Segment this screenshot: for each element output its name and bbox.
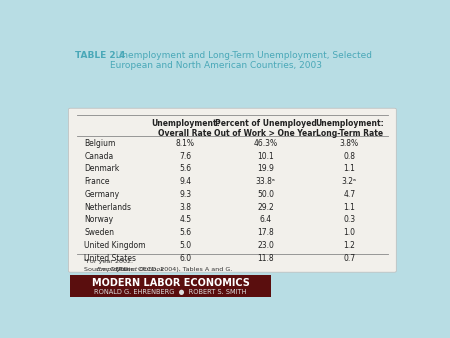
Text: 17.8: 17.8: [257, 228, 274, 237]
Text: Source: OECD,: Source: OECD,: [84, 267, 133, 272]
Text: Norway: Norway: [84, 215, 113, 224]
Text: Unemployment:
Overall Rate: Unemployment: Overall Rate: [151, 119, 220, 138]
Text: 5.6: 5.6: [179, 165, 191, 173]
Text: Percent of Unemployed
Out of Work > One Year: Percent of Unemployed Out of Work > One …: [214, 119, 317, 138]
Text: ᵃFor year 2002.: ᵃFor year 2002.: [84, 259, 133, 264]
Text: 1.2: 1.2: [343, 241, 355, 250]
Text: 29.2: 29.2: [257, 203, 274, 212]
FancyBboxPatch shape: [70, 275, 271, 297]
Text: 11.8: 11.8: [257, 254, 274, 263]
Text: 19.9: 19.9: [257, 165, 274, 173]
Text: 50.0: 50.0: [257, 190, 274, 199]
Text: (Paris: OECD, 2004), Tables A and G.: (Paris: OECD, 2004), Tables A and G.: [114, 267, 232, 272]
Text: 9.4: 9.4: [179, 177, 191, 186]
Text: Germany: Germany: [84, 190, 119, 199]
Text: 5.6: 5.6: [179, 228, 191, 237]
Text: 33.8ᵃ: 33.8ᵃ: [256, 177, 275, 186]
Text: 0.8: 0.8: [343, 152, 355, 161]
FancyBboxPatch shape: [68, 108, 396, 272]
Text: 3.8%: 3.8%: [340, 139, 359, 148]
Text: United Kingdom: United Kingdom: [84, 241, 146, 250]
Text: 10.1: 10.1: [257, 152, 274, 161]
Text: MODERN LABOR ECONOMICS: MODERN LABOR ECONOMICS: [91, 279, 249, 288]
Text: 0.7: 0.7: [343, 254, 355, 263]
Text: 23.0: 23.0: [257, 241, 274, 250]
Text: RONALD G. EHRENBERG  ●  ROBERT S. SMITH: RONALD G. EHRENBERG ● ROBERT S. SMITH: [94, 289, 247, 295]
Text: 3.2ᵃ: 3.2ᵃ: [342, 177, 357, 186]
Text: Unemployment:
Long-Term Rate: Unemployment: Long-Term Rate: [315, 119, 383, 138]
Text: France: France: [84, 177, 110, 186]
Text: TABLE 2.4: TABLE 2.4: [76, 51, 126, 60]
Text: Belgium: Belgium: [84, 139, 116, 148]
Text: 1.1: 1.1: [343, 203, 355, 212]
Text: Employment Outlook: Employment Outlook: [97, 267, 164, 272]
Text: 4.7: 4.7: [343, 190, 355, 199]
Text: 0.3: 0.3: [343, 215, 355, 224]
Text: Canada: Canada: [84, 152, 113, 161]
Text: 1.0: 1.0: [343, 228, 355, 237]
Text: Denmark: Denmark: [84, 165, 119, 173]
Text: 6.4: 6.4: [260, 215, 271, 224]
Text: 5.0: 5.0: [179, 241, 191, 250]
Text: Netherlands: Netherlands: [84, 203, 131, 212]
Text: 7.6: 7.6: [179, 152, 191, 161]
Text: 1.1: 1.1: [343, 165, 355, 173]
Text: United States: United States: [84, 254, 136, 263]
Text: 4.5: 4.5: [179, 215, 191, 224]
Text: 3.8: 3.8: [179, 203, 191, 212]
Text: 9.3: 9.3: [179, 190, 191, 199]
Text: 46.3%: 46.3%: [253, 139, 278, 148]
Text: 8.1%: 8.1%: [176, 139, 195, 148]
Text: 6.0: 6.0: [179, 254, 191, 263]
Text: Unemployment and Long-Term Unemployment, Selected
European and North American Co: Unemployment and Long-Term Unemployment,…: [110, 51, 372, 70]
Text: Sweden: Sweden: [84, 228, 114, 237]
